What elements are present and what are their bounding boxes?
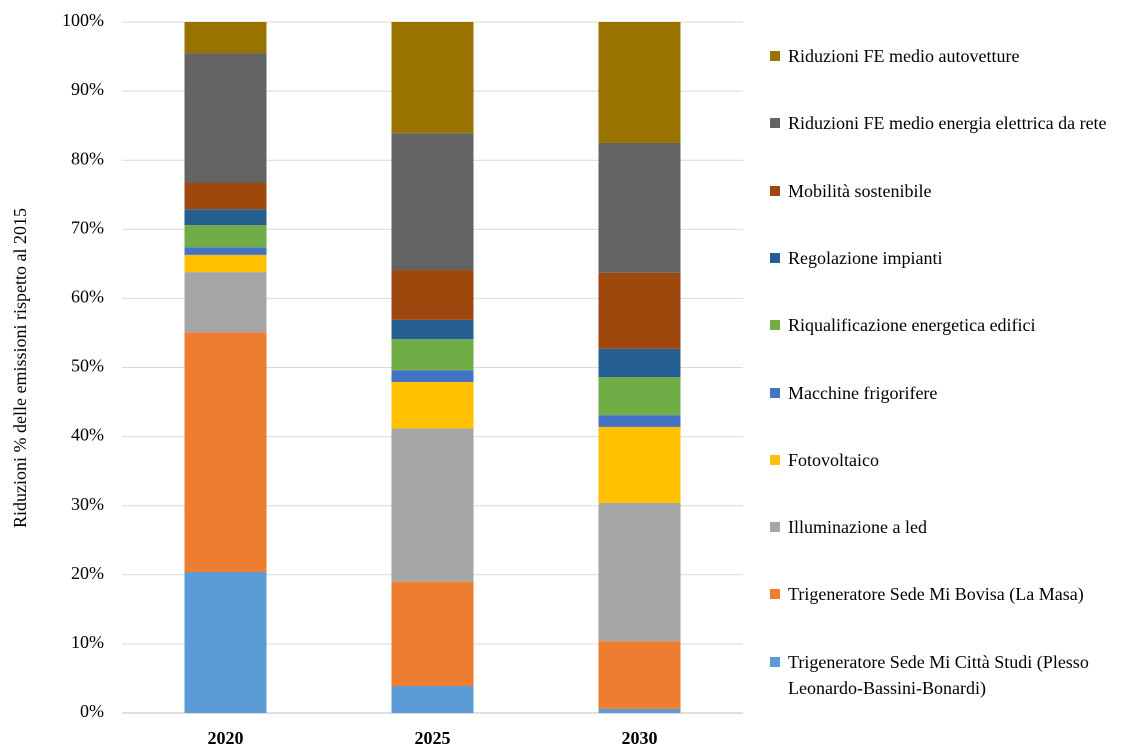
legend-swatch [770,454,780,465]
bar-segment [391,581,474,687]
legend-swatch [770,656,780,667]
y-tick-label: 50% [71,356,104,376]
y-tick-label: 40% [71,425,104,445]
legend-item: Trigeneratore Sede Mi Bovisa (La Masa) [770,581,1130,607]
legend-swatch [770,320,780,331]
legend-label: Macchine frigorifere [788,382,938,403]
legend-label: Illuminazione a led [788,517,927,538]
bar-segment [184,332,267,573]
legend-item: Regolazione impianti [770,245,1130,271]
legend-swatch [770,185,780,196]
legend-swatch [770,589,780,600]
x-tick-label: 2020 [208,728,244,748]
legend-swatch [770,118,780,129]
bar-segment [598,426,681,503]
legend-item: Illuminazione a led [770,514,1130,540]
legend-item: Trigeneratore Sede Mi Città Studi (Pless… [770,649,1130,701]
bar-segment [184,572,267,713]
bar-segment [598,415,681,427]
bar-segment [598,641,681,709]
legend-item: Fotovoltaico [770,447,1130,473]
bar-segment [184,183,267,210]
bar-segment [184,247,267,255]
bar-segment [184,272,267,333]
bar-segment [184,225,267,248]
y-tick-label: 30% [71,494,104,514]
bar-segment [598,377,681,416]
y-tick-label: 100% [62,10,104,30]
bar-segment [184,254,267,273]
bar-segment [598,502,681,642]
bar-segment [598,272,681,349]
legend-swatch [770,252,780,263]
legend-label: Trigeneratore Sede Mi Bovisa (La Masa) [788,584,1084,605]
y-axis-title: Riduzioni % delle emissioni rispetto al … [10,208,30,528]
bar-segment [391,22,474,134]
legend-item: Riduzioni FE medio energia elettrica da … [770,110,1130,136]
y-tick-label: 70% [71,217,104,237]
bar-segment [391,428,474,582]
bar-segment [598,348,681,378]
y-tick-label: 20% [71,563,104,583]
x-tick-label: 2025 [415,728,451,748]
y-tick-label: 0% [80,701,104,721]
legend-label: Regolazione impianti [788,247,943,268]
x-tick-label: 2030 [622,728,658,748]
y-tick-label: 60% [71,287,104,307]
bar-segment [391,133,474,271]
legend-item: Riqualificazione energetica edifici [770,312,1130,338]
legend-label: Fotovoltaico [788,449,879,470]
bar-segment [391,382,474,429]
bar-segment [598,708,681,713]
bar-segment [598,22,681,143]
legend-item: Riduzioni FE medio autovetture [770,43,1130,69]
bar-segment [391,319,474,340]
bar-segment [184,53,267,184]
bar-segment [391,339,474,371]
legend-item: Macchine frigorifere [770,380,1130,406]
legend-swatch [770,387,780,398]
legend-label: Riqualificazione energetica edifici [788,315,1036,336]
bar-segment [391,370,474,383]
y-tick-label: 10% [71,632,104,652]
bar-segment [184,209,267,226]
legend-label: Trigeneratore Sede Mi Città Studi (Pless… [788,651,1089,698]
bar-segment [598,142,681,273]
legend-label: Riduzioni FE medio autovetture [788,46,1020,66]
legend-swatch [770,51,780,61]
bar-segment [391,270,474,320]
bar-segment [184,22,267,54]
legend-label: Riduzioni FE medio energia elettrica da … [788,113,1107,134]
y-tick-label: 80% [71,148,104,168]
bar-segment [391,686,474,713]
y-tick-label: 90% [71,79,104,99]
legend-swatch [770,522,780,533]
legend-label: Mobilità sostenibile [788,180,932,201]
legend-item: Mobilità sostenibile [770,178,1130,204]
